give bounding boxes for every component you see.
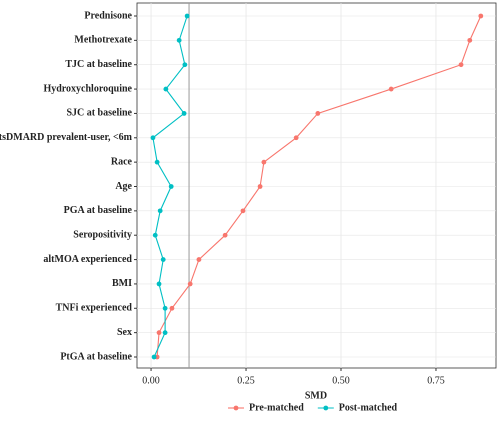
y-tick-label: b/tsDMARD prevalent-user, <6m bbox=[0, 132, 133, 143]
legend-key-point bbox=[233, 405, 239, 411]
y-tick-label: Hydroxychloroquine bbox=[43, 83, 132, 94]
x-tick-label: 0.50 bbox=[332, 375, 350, 386]
data-point bbox=[184, 13, 190, 19]
data-point bbox=[187, 281, 193, 287]
data-point bbox=[181, 111, 187, 116]
data-point bbox=[169, 305, 175, 311]
data-point bbox=[160, 257, 166, 262]
y-tick-label: Sex bbox=[117, 327, 132, 338]
data-point bbox=[261, 159, 267, 165]
y-tick-label: altMOA experienced bbox=[43, 254, 132, 265]
data-point bbox=[150, 135, 156, 141]
data-point bbox=[315, 111, 321, 116]
data-point bbox=[154, 159, 160, 165]
data-point bbox=[152, 232, 158, 238]
x-tick-label: 0.25 bbox=[237, 375, 255, 386]
y-tick-label: BMI bbox=[112, 278, 132, 289]
y-tick-label: SJC at baseline bbox=[66, 108, 132, 119]
x-tick-label: 0.75 bbox=[427, 375, 445, 386]
data-point bbox=[162, 330, 168, 336]
y-tick-label: TNFi experienced bbox=[56, 303, 133, 314]
data-point bbox=[156, 330, 162, 336]
y-tick-label: Age bbox=[115, 181, 132, 192]
data-point bbox=[388, 86, 394, 92]
plot-panel bbox=[136, 2, 497, 369]
data-point bbox=[162, 305, 168, 311]
y-tick-label: PGA at baseline bbox=[64, 205, 133, 216]
data-point bbox=[196, 257, 202, 262]
data-point bbox=[168, 184, 174, 189]
y-tick-label: PtGA at baseline bbox=[60, 351, 132, 362]
data-point bbox=[176, 37, 182, 43]
x-tick-label: 0.00 bbox=[142, 375, 160, 386]
data-point bbox=[257, 184, 263, 189]
data-point bbox=[163, 86, 169, 92]
x-axis-title: SMD bbox=[305, 390, 327, 401]
data-point bbox=[156, 281, 162, 287]
data-point bbox=[151, 354, 157, 360]
y-tick-label: TJC at baseline bbox=[65, 59, 132, 70]
data-point bbox=[458, 62, 464, 68]
data-point bbox=[467, 37, 473, 43]
data-point bbox=[157, 208, 163, 214]
y-tick-label: Race bbox=[111, 156, 133, 167]
legend-label: Pre-matched bbox=[249, 402, 304, 413]
data-point bbox=[478, 13, 484, 19]
data-point bbox=[240, 208, 246, 214]
legend-label: Post-matched bbox=[339, 402, 398, 413]
data-point bbox=[182, 62, 188, 68]
legend-key-point bbox=[323, 405, 329, 411]
y-tick-label: Methotrexate bbox=[74, 35, 132, 46]
data-point bbox=[293, 135, 299, 141]
y-tick-label: Prednisone bbox=[84, 10, 132, 21]
data-point bbox=[222, 232, 228, 238]
y-tick-label: Seropositivity bbox=[73, 230, 132, 241]
